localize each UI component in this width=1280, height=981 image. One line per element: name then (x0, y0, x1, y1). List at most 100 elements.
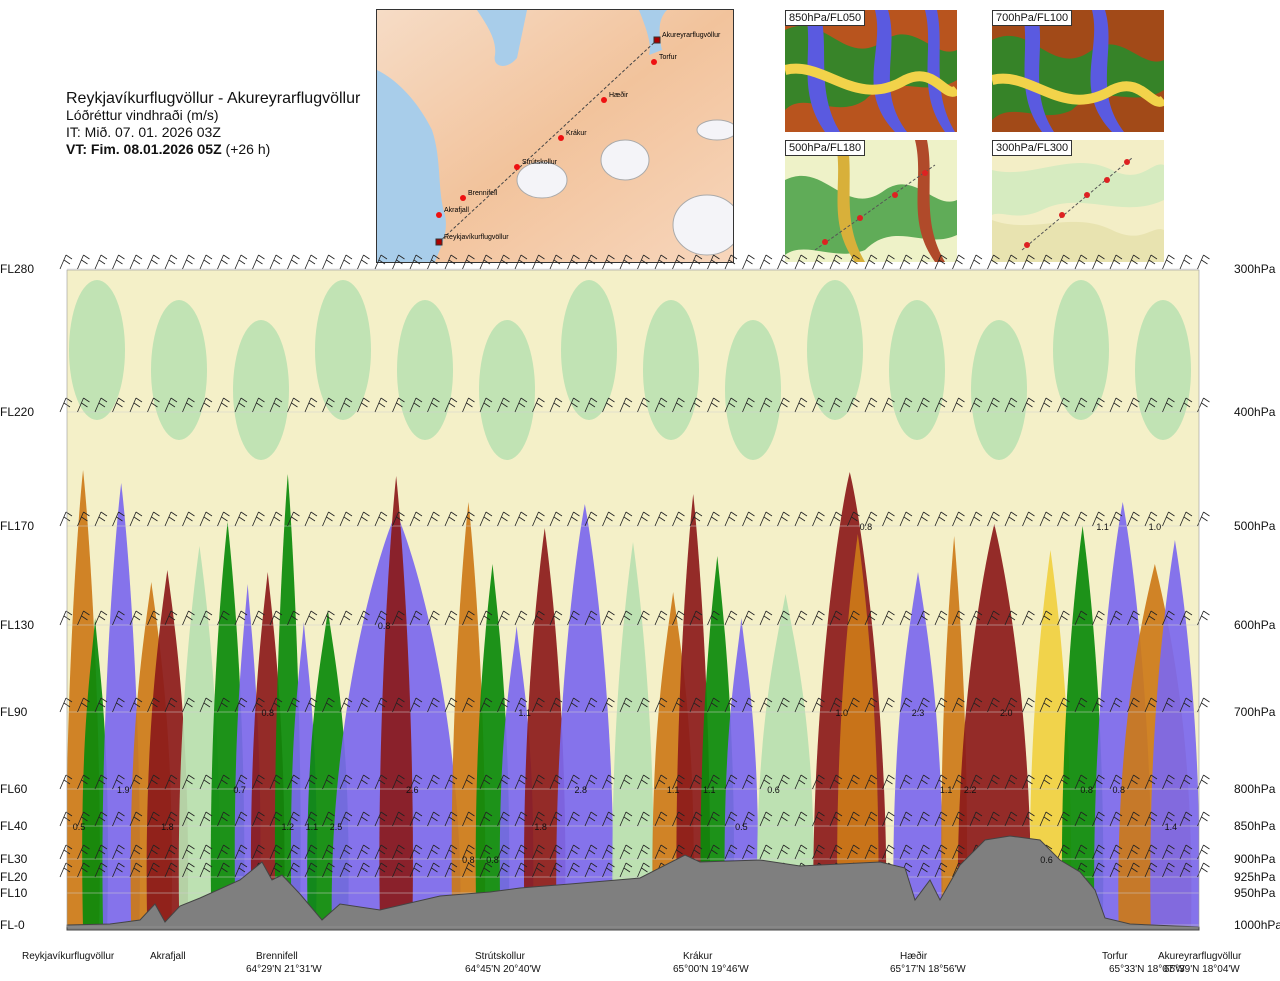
wind-barb (269, 774, 283, 790)
pressure-level-label: 700hPa (1234, 705, 1276, 719)
wind-barb (217, 774, 230, 790)
thumb-850[interactable]: 850hPa/FL050 (783, 10, 961, 132)
wind-barb (654, 397, 668, 413)
wind-barb (567, 397, 580, 413)
wind-barb (917, 697, 930, 713)
wind-barb (304, 511, 318, 527)
wind-barb (392, 774, 405, 790)
location-coordinates: 65°17'N 18°56'W (890, 964, 966, 975)
flight-level-label: FL60 (0, 782, 28, 796)
flight-level-label: FL170 (0, 519, 35, 533)
wind-barb (724, 610, 738, 626)
wind-barb (1074, 397, 1088, 413)
wind-barb (812, 610, 825, 626)
wind-barb (1127, 511, 1140, 527)
wind-barb (94, 511, 108, 527)
wind-barb (322, 862, 335, 878)
wind-barb (847, 610, 860, 626)
wind-barb (1057, 774, 1070, 790)
velocity-band (82, 618, 108, 927)
wind-barb (1022, 254, 1035, 270)
wind-barb (287, 774, 300, 790)
extreme-value-label: 0.8 (1080, 785, 1093, 795)
wind-barb (479, 610, 493, 626)
wind-barb (374, 774, 388, 790)
extreme-value-label: 1.8 (534, 822, 547, 832)
wind-barb (987, 610, 1000, 626)
wind-barb (672, 697, 685, 713)
wind-barb (882, 811, 895, 827)
wind-barb (1092, 774, 1105, 790)
wind-barb (567, 862, 580, 878)
extreme-value-label: 1.1 (518, 708, 531, 718)
wind-barb (1197, 811, 1210, 827)
wind-barb (969, 397, 983, 413)
wind-barb (689, 254, 703, 270)
pressure-level-label: 925hPa (1234, 870, 1276, 884)
wind-barb (934, 511, 948, 527)
wind-barb (584, 254, 598, 270)
wind-barb (444, 397, 458, 413)
wind-barb (654, 511, 668, 527)
wind-barb (287, 811, 300, 827)
wind-barb (1039, 697, 1053, 713)
wind-barb (1179, 862, 1193, 878)
thumb-700[interactable]: 700hPa/FL100 (990, 10, 1168, 132)
wind-barb (129, 397, 143, 413)
extreme-value-label: 1.9 (117, 785, 130, 795)
wind-barb (199, 511, 213, 527)
wind-barb (1144, 811, 1158, 827)
wind-barb (1022, 397, 1035, 413)
wind-barb (917, 254, 930, 270)
wind-barb (1162, 254, 1175, 270)
wind-barb (952, 697, 965, 713)
wind-barb (602, 511, 615, 527)
wind-barb (1127, 862, 1140, 878)
wind-barb (94, 254, 108, 270)
wind-barb (584, 397, 598, 413)
wind-barb (112, 697, 125, 713)
flight-level-label: FL90 (0, 705, 28, 719)
wind-barb (619, 862, 633, 878)
wind-barb (252, 774, 265, 790)
wind-barb (584, 511, 598, 527)
thumb-500[interactable]: 500hPa/FL180 (785, 140, 957, 262)
wind-barb (339, 844, 353, 860)
wind-barb (427, 811, 440, 827)
wind-barb (672, 397, 685, 413)
wind-barb (252, 811, 265, 827)
wind-barb (497, 610, 510, 626)
wind-barb (112, 862, 125, 878)
upper-level-patch (479, 320, 535, 460)
wind-barb (864, 811, 878, 827)
wind-barb (269, 610, 283, 626)
wind-barb (847, 511, 860, 527)
wind-barb (637, 610, 650, 626)
wind-barb (584, 610, 598, 626)
wind-barb (619, 811, 633, 827)
cross-section-chart: 1.9 0.5 1.8 0.7 0.8 1.2 1.1 2.5 0.8 2.6 0.8 0.8 1.1 1… (59, 254, 1210, 931)
location-coordinates: 65°39'N 18°04'W (1164, 964, 1240, 975)
wind-barb (707, 697, 720, 713)
wind-barb (584, 697, 598, 713)
thumb-300[interactable]: 300hPa/FL300 (992, 140, 1164, 262)
wind-barb (654, 844, 668, 860)
wind-barb (812, 254, 825, 270)
wind-barb (164, 844, 178, 860)
wind-barb (374, 511, 388, 527)
wind-barb (532, 862, 545, 878)
wind-barb (1109, 511, 1123, 527)
wind-barb (1197, 697, 1210, 713)
extreme-value-label: 0.5 (73, 822, 86, 832)
location-coordinates: 64°45'N 20°40'W (465, 964, 541, 975)
wind-barb (1197, 610, 1210, 626)
wind-barb (147, 397, 160, 413)
wind-barb (742, 397, 755, 413)
wind-barb (742, 254, 755, 270)
wind-barb (847, 254, 860, 270)
wind-barb (1197, 511, 1210, 527)
wind-barb (899, 774, 913, 790)
wind-barb (94, 844, 108, 860)
wind-barb (567, 811, 580, 827)
wind-barb (742, 844, 755, 860)
